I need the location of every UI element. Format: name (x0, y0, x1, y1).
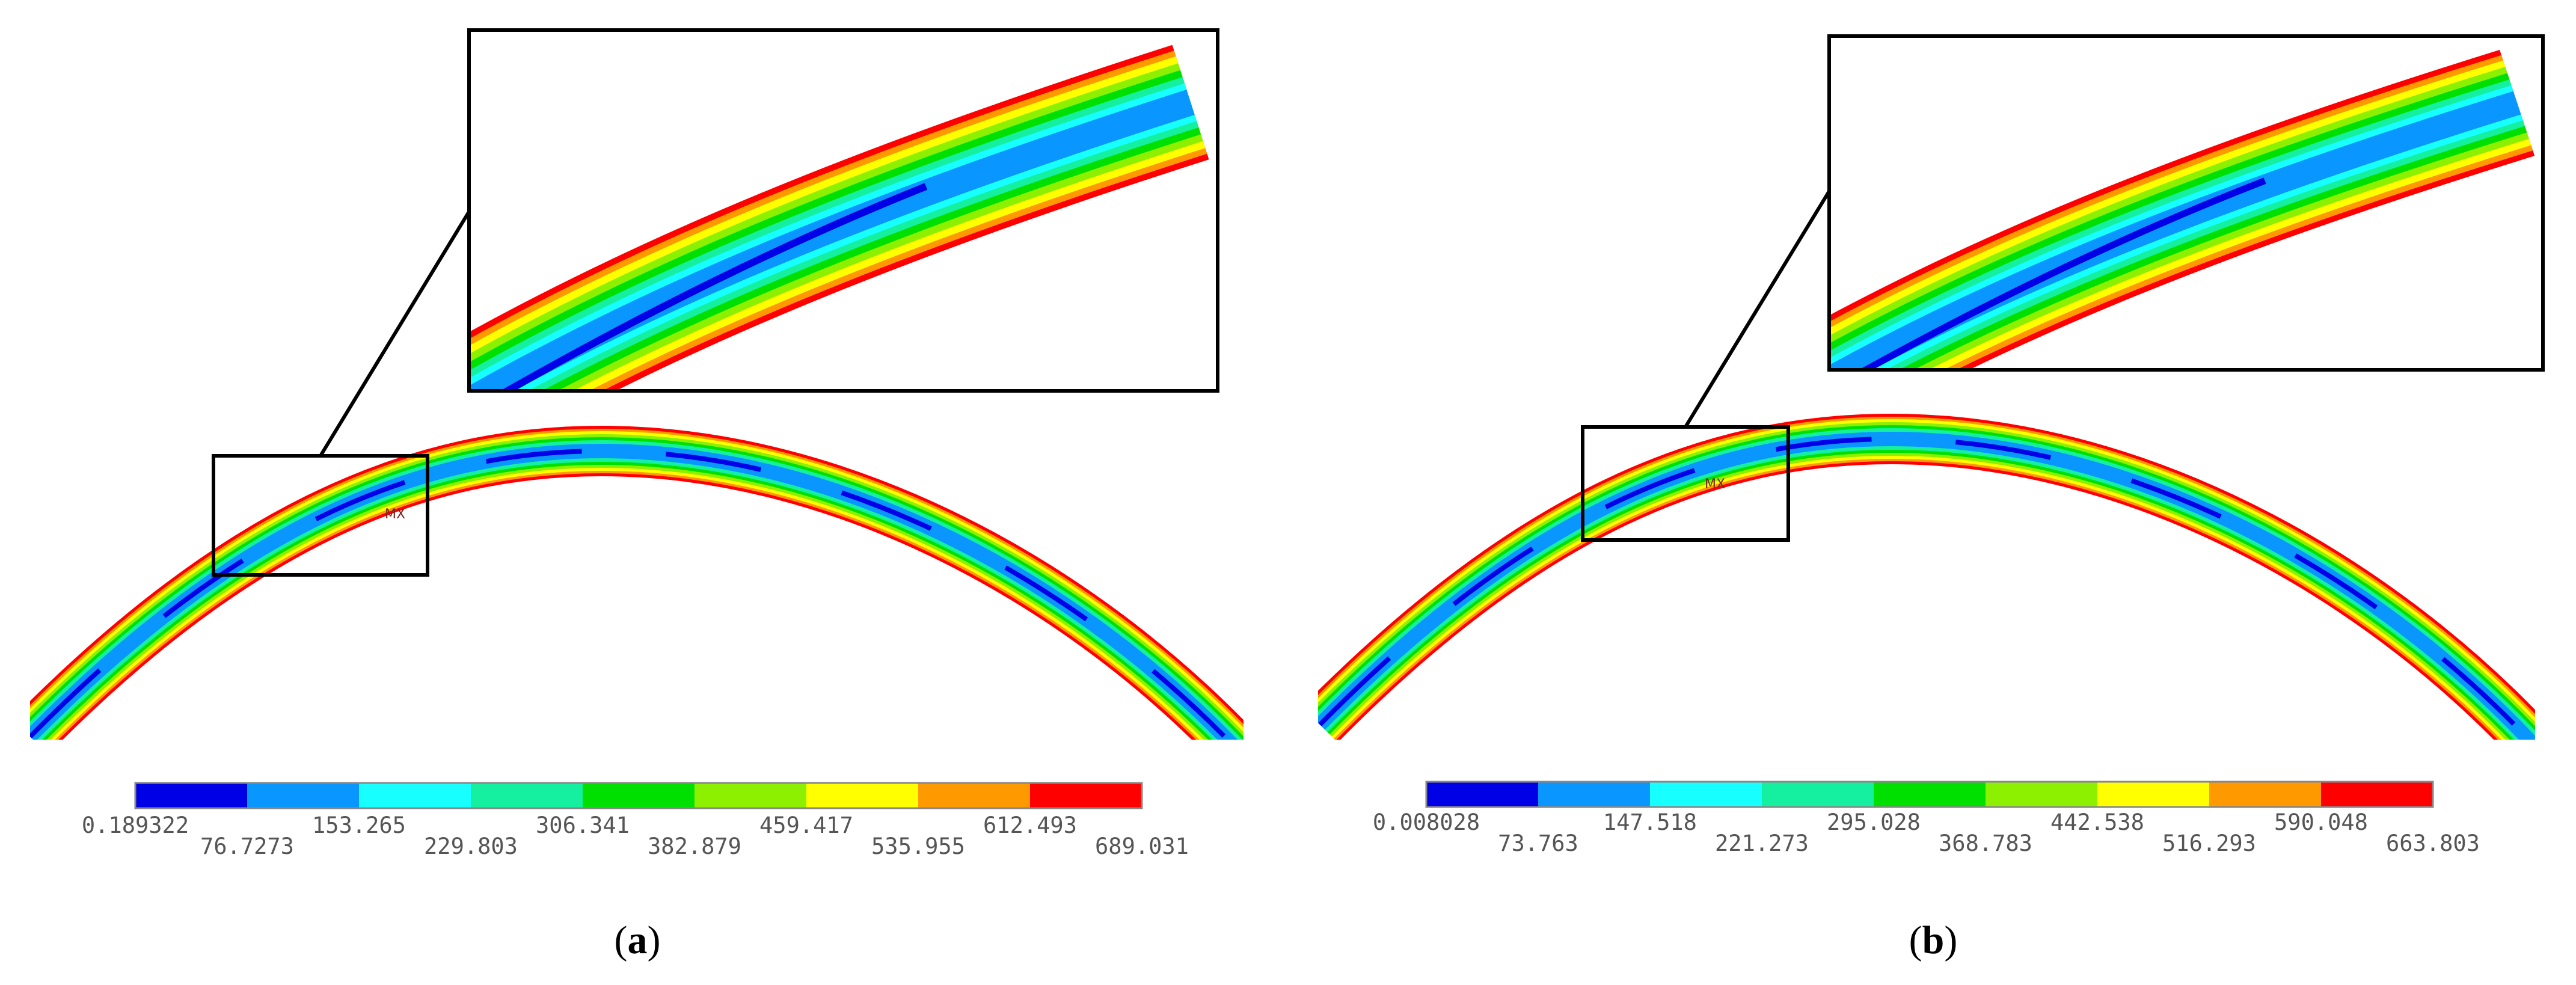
colorbar-a-band-1 (135, 783, 247, 808)
max-marker-b: MX (1705, 477, 1725, 492)
colorbar-b-band-1 (1426, 782, 1538, 807)
colorbar-b-band-7 (2097, 782, 2209, 807)
contour-ring-a: MX (0, 0, 1280, 896)
colorbar-a-band-5 (583, 783, 695, 808)
legend-b-lower-label: 73.763 (1498, 830, 1578, 856)
legend-a-lower-label: 689.031 (1095, 833, 1189, 859)
legend-b-lower-label: 368.783 (1939, 830, 2032, 856)
colorbar-b-band-8 (2209, 782, 2321, 807)
legend-a-upper-label: 153.265 (312, 812, 406, 838)
colorbar-a-band-2 (247, 783, 359, 808)
legend-b-lower-label: 663.803 (2386, 830, 2480, 856)
legend-b-lower-label: 516.293 (2162, 830, 2256, 856)
legend-b-upper-label: 147.518 (1603, 809, 1697, 835)
colorbar-a-band-3 (359, 783, 471, 808)
legend-a-lower-label: 382.879 (648, 833, 741, 859)
zoom-inset-frame-b (1827, 34, 2545, 372)
legend-b-lower-label: 221.273 (1715, 830, 1809, 856)
colorbar-a: 0.189322 153.265 306.341 459.417 612.493… (82, 782, 1189, 859)
colorbar-b-band-2 (1538, 782, 1650, 807)
zoom-connector-a (319, 210, 471, 457)
colorbar-b-band-4 (1762, 782, 1874, 807)
legend-a-upper-label: 306.341 (536, 812, 630, 838)
zoom-inset-a (467, 28, 1219, 393)
panel-a: MX 0.189322 (0, 0, 1280, 962)
legend-b-upper-label: 0.008028 (1373, 809, 1480, 835)
caption-a: (a) (615, 918, 661, 962)
colorbar-a-band-4 (471, 783, 583, 808)
colorbar-b-band-5 (1874, 782, 1986, 807)
max-marker-a: MX (385, 507, 405, 522)
legend-a-lower-label: 535.955 (871, 833, 965, 859)
zoom-inset-frame-a (467, 28, 1219, 393)
legend-a-upper-label: 0.189322 (82, 812, 189, 838)
colorbar-b-band-6 (1986, 782, 2097, 807)
legend-a-lower-label: 229.803 (424, 833, 518, 859)
legend-a-upper-label: 459.417 (759, 812, 853, 838)
colorbar-a-band-8 (918, 783, 1030, 808)
colorbar-a-band-6 (695, 783, 806, 808)
colorbar-b-band-9 (2321, 782, 2433, 807)
colorbar-b: 0.008028 147.518 295.028 442.538 590.048… (1373, 781, 2480, 856)
legend-b-upper-label: 590.048 (2274, 809, 2368, 835)
colorbar-b-band-3 (1650, 782, 1762, 807)
legend-b-upper-label: 295.028 (1827, 809, 1921, 835)
zoom-inset-b (1827, 34, 2545, 372)
legend-a-lower-label: 76.7273 (200, 833, 294, 859)
legend-b-upper-label: 442.538 (2050, 809, 2144, 835)
colorbar-a-band-9 (1030, 783, 1142, 808)
legend-a-upper-label: 612.493 (983, 812, 1077, 838)
zoom-connector-b (1684, 190, 1831, 428)
panel-b: MX 0.008028 (1287, 0, 2576, 962)
colorbar-a-band-7 (806, 783, 918, 808)
caption-b: (b) (1909, 918, 1958, 962)
